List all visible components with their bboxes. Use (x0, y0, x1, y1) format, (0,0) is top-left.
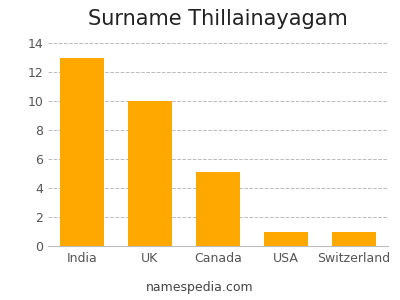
Bar (60, 58, 104, 246)
Bar (264, 232, 308, 246)
Text: namespedia.com: namespedia.com (146, 281, 254, 294)
Bar (332, 232, 376, 246)
Title: Surname Thillainayagam: Surname Thillainayagam (88, 9, 348, 29)
Bar (128, 101, 172, 246)
Bar (196, 172, 240, 246)
